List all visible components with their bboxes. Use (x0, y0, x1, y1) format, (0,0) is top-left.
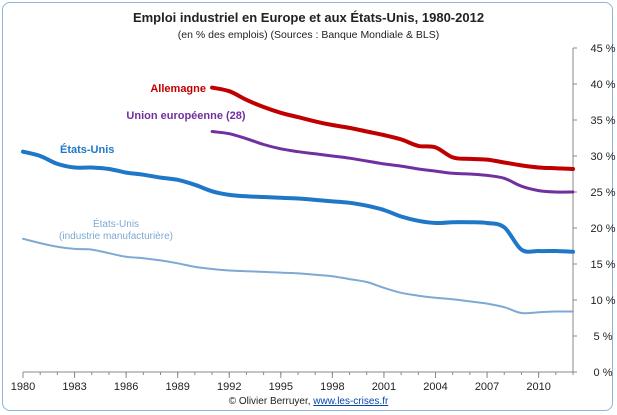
y-tick-label: 20 % (590, 223, 615, 235)
x-tick-label: 2001 (372, 381, 396, 393)
x-tick-label: 1986 (114, 381, 138, 393)
y-tick-label: 30 % (590, 151, 615, 163)
x-tick-label: 2004 (423, 381, 447, 393)
x-tick-label: 1980 (11, 381, 35, 393)
series-line-allemagne (210, 85, 575, 171)
label-etats-unis-manuf-1: États-Unis (93, 217, 139, 230)
x-tick-label: 1998 (320, 381, 344, 393)
series-line-etats-unis-manufacturiere (22, 237, 574, 315)
series-line-ue28 (210, 130, 575, 194)
label-union-europeenne: Union européenne (28) (126, 110, 246, 122)
credit-author: © Olivier Berruyer, (228, 396, 314, 407)
label-allemagne: Allemagne (150, 83, 206, 95)
x-tick-label: 1989 (165, 381, 189, 393)
credit-line: © Olivier Berruyer, www.les-crises.fr (0, 396, 617, 407)
y-tick-label: 40 % (590, 79, 615, 91)
y-tick-label: 25 % (590, 187, 615, 199)
y-tick-label: 15 % (590, 259, 615, 271)
chart-title: Emploi industriel en Europe et aux États… (132, 10, 485, 25)
label-etats-unis-manuf-2: (industrie manufacturière) (59, 231, 173, 242)
y-tick-label: 5 % (594, 331, 613, 343)
chart-subtitle: (en % des emplois) (Sources : Banque Mon… (177, 29, 440, 41)
label-etats-unis: États-Unis (60, 143, 114, 156)
y-tick-label: 45 % (590, 43, 615, 55)
credit-link[interactable]: www.les-crises.fr (313, 396, 389, 407)
y-tick-label: 35 % (590, 115, 615, 127)
y-tick-label: 10 % (590, 295, 615, 307)
x-tick-label: 2007 (475, 381, 499, 393)
x-tick-label: 1983 (62, 381, 86, 393)
chart-frame (2, 2, 613, 411)
x-tick-label: 1992 (217, 381, 241, 393)
x-tick-label: 2010 (526, 381, 550, 393)
y-tick-label: 0 % (594, 367, 613, 379)
series-line-etats-unis (21, 149, 575, 254)
x-tick-label: 1995 (269, 381, 293, 393)
